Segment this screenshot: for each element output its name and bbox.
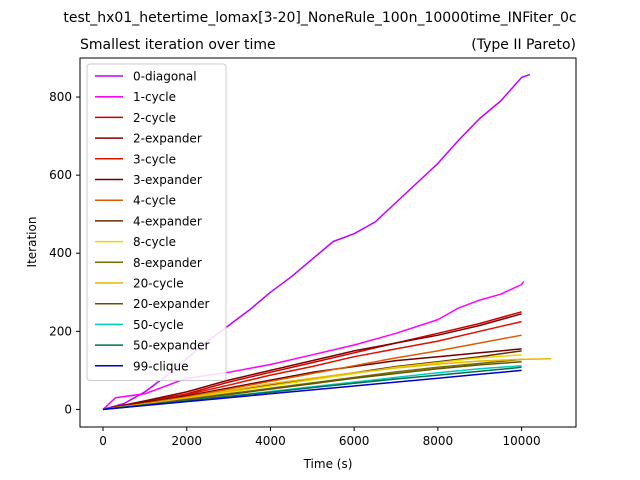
series-line-20-cycle (102, 357, 551, 411)
legend-label: 8-cycle (133, 235, 176, 249)
y-tick-label: 200 (49, 324, 72, 338)
x-tick-label: 0 (99, 434, 107, 448)
legend-label: 8-expander (133, 256, 202, 270)
y-tick-label: 600 (49, 168, 72, 182)
legend-label: 20-expander (133, 297, 209, 311)
series-layer (102, 73, 551, 411)
series-line-2-expander (102, 313, 522, 411)
series-line-3-expander (102, 348, 522, 411)
legend-label: 1-cycle (133, 90, 176, 104)
y-tick-label: 0 (64, 402, 72, 416)
y-tick-label: 800 (49, 90, 72, 104)
plot-frame (79, 57, 577, 428)
x-axis-label: Time (s) (303, 457, 353, 471)
legend-label: 4-expander (133, 214, 202, 228)
legend-label: 2-cycle (133, 111, 176, 125)
x-tick-label: 2000 (171, 434, 202, 448)
y-axis-label: Iteration (25, 217, 39, 268)
x-tick-label: 4000 (255, 434, 286, 448)
y-tick-label: 400 (49, 246, 72, 260)
x-axis-ticks: 0 2000 4000 6000 8000 10000 (99, 427, 541, 448)
chart-title-left: Smallest iteration over time (80, 37, 276, 53)
series-line-2-cycle (102, 311, 522, 411)
series-line-20-expander (102, 361, 522, 411)
chart-suptitle: test_hx01_hetertime_lomax[3-20]_NoneRule… (63, 10, 576, 26)
series-line-1-cycle (102, 280, 525, 410)
chart-title-right: (Type II Pareto) (471, 37, 576, 53)
legend-label: 3-cycle (133, 152, 176, 166)
x-tick-label: 6000 (339, 434, 370, 448)
legend-label: 50-expander (133, 339, 209, 353)
x-tick-label: 8000 (423, 434, 454, 448)
legend: 0-diagonal 1-cycle 2-cycle 2-expander 3-cycl… (86, 63, 227, 381)
legend-label: 99-clique (133, 359, 188, 373)
series-line-3-cycle (102, 320, 522, 411)
legend-label: 3-expander (133, 173, 202, 187)
x-tick-label: 10000 (502, 434, 540, 448)
legend-box (86, 63, 227, 381)
y-axis-ticks: 0 200 400 600 800 (49, 90, 80, 416)
legend-label: 4-cycle (133, 194, 176, 208)
legend-label: 2-expander (133, 132, 202, 146)
legend-label: 50-cycle (133, 318, 184, 332)
series-line-99-clique (102, 369, 522, 411)
legend-label: 20-cycle (133, 277, 184, 291)
legend-label: 0-diagonal (133, 70, 197, 84)
